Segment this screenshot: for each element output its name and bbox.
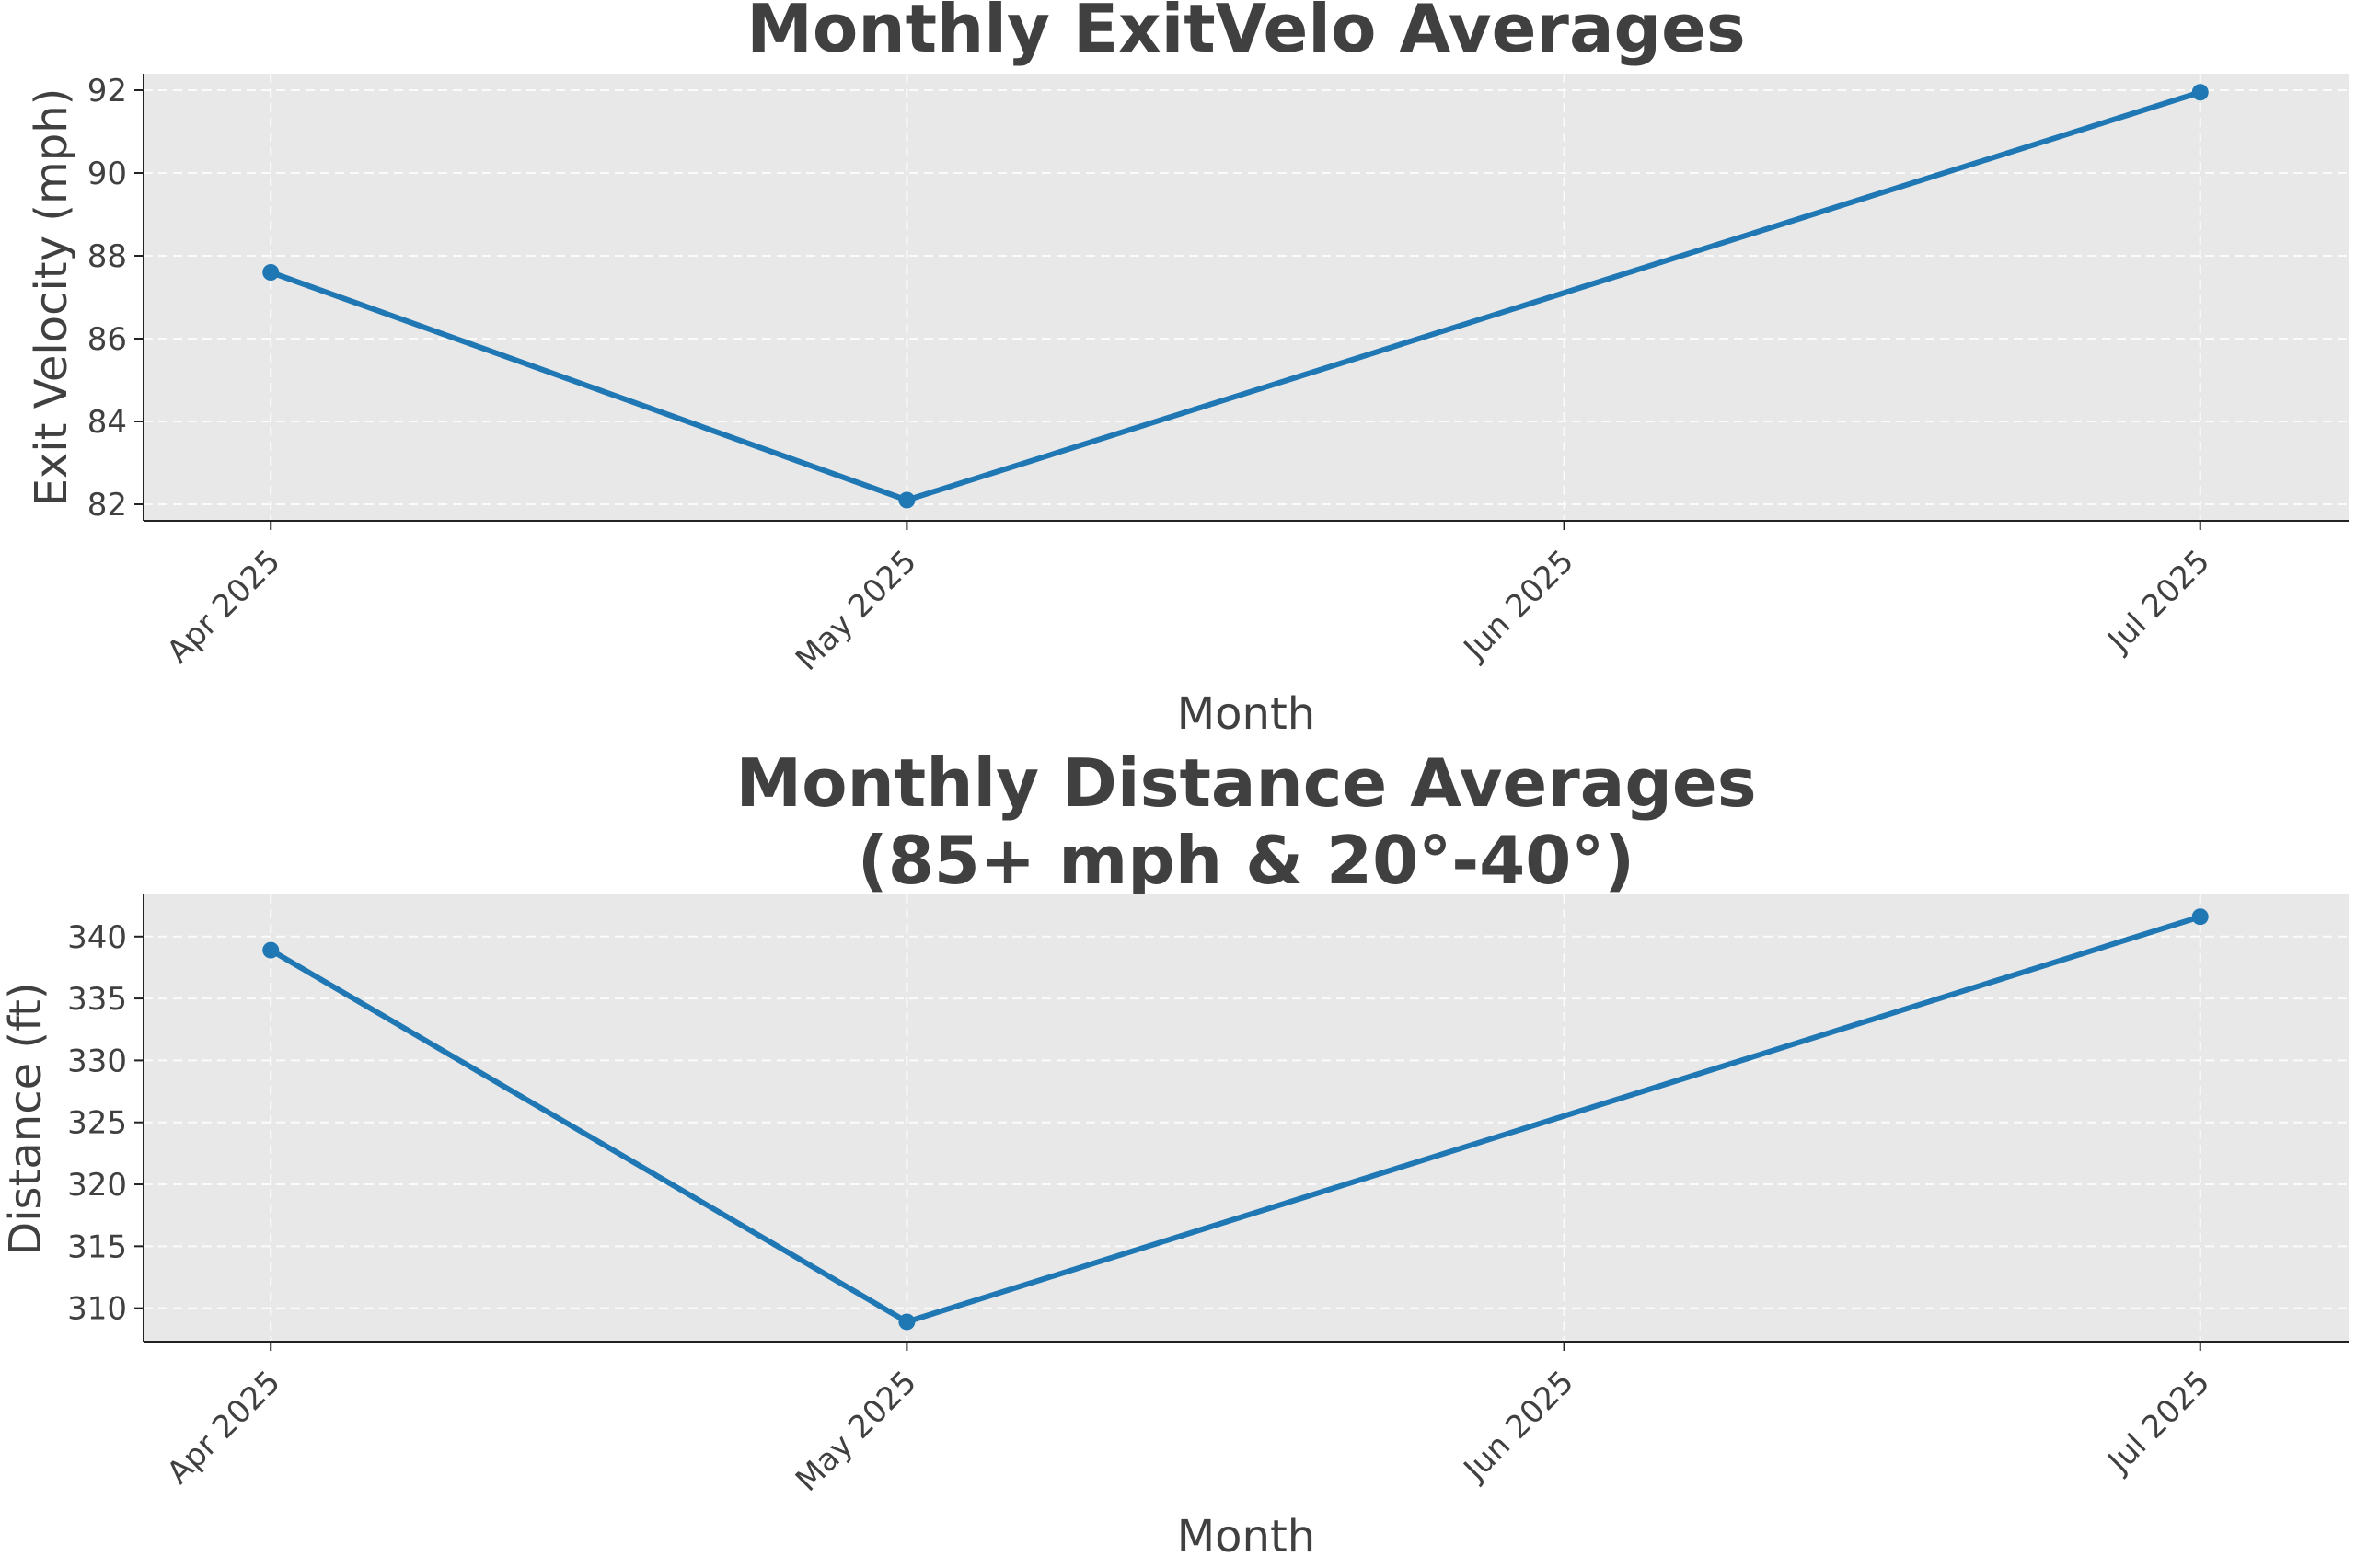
data-point (2191, 908, 2209, 926)
y-tick-label: 310 (67, 1291, 127, 1328)
y-tick-label: 88 (87, 238, 127, 275)
x-tick-label: May 2025 (789, 543, 924, 678)
y-tick-label: 90 (87, 156, 127, 192)
y-tick-label: 340 (67, 919, 127, 956)
data-point (262, 264, 280, 281)
x-tick-label: Jul 2025 (2100, 1364, 2218, 1482)
series (262, 908, 2209, 1331)
y-tick-label: 86 (87, 321, 127, 358)
x-tick-label: May 2025 (789, 1364, 924, 1499)
y-tick-label: 330 (67, 1043, 127, 1079)
axes (143, 894, 2349, 1343)
x-ticks: Apr 2025 May 2025 Jun 2025 Jul 2025 (160, 1342, 2217, 1499)
y-ticks: 310 315 320 325 330 335 340 (67, 919, 144, 1328)
chart-title: Monthly ExitVelo Averages (746, 0, 1746, 67)
x-axis-label: Month (1177, 688, 1315, 740)
x-tick-label: Apr 2025 (160, 1364, 288, 1492)
chart-title-line-1: Monthly Distance Averages (735, 744, 1756, 822)
grid (144, 74, 2349, 521)
data-point (2191, 84, 2209, 101)
series (262, 84, 2209, 509)
chart-title-line-2: (85+ mph & 20°-40°) (858, 822, 1634, 899)
x-axis-label: Month (1177, 1511, 1315, 1562)
y-tick-label: 325 (67, 1105, 127, 1142)
y-axis-label: Distance (ft) (0, 982, 52, 1255)
y-tick-label: 315 (67, 1228, 127, 1265)
x-tick-label: Apr 2025 (160, 543, 288, 671)
y-tick-label: 92 (87, 73, 127, 110)
distance-chart: Monthly Distance Averages (85+ mph & 20°… (0, 744, 2349, 1562)
data-point (898, 1313, 916, 1331)
x-tick-label: Jul 2025 (2100, 543, 2218, 661)
y-ticks: 82 84 86 88 90 92 (87, 73, 144, 524)
x-tick-label: Jun 2025 (1456, 543, 1581, 668)
y-tick-label: 82 (87, 487, 127, 524)
plot-area (144, 74, 2349, 521)
plot-area (144, 894, 2349, 1342)
y-tick-label: 84 (87, 404, 127, 441)
y-axis-label: Exit Velocity (mph) (26, 88, 77, 507)
x-tick-label: Jun 2025 (1456, 1364, 1581, 1489)
exit-velocity-chart: Monthly ExitVelo Averages Apr 2025 May 20… (26, 0, 2349, 740)
data-point (262, 941, 280, 959)
y-tick-label: 335 (67, 981, 127, 1018)
y-tick-label: 320 (67, 1167, 127, 1204)
x-ticks: Apr 2025 May 2025 Jun 2025 Jul 2025 (160, 521, 2217, 678)
data-point (898, 491, 916, 509)
axes (143, 74, 2349, 522)
